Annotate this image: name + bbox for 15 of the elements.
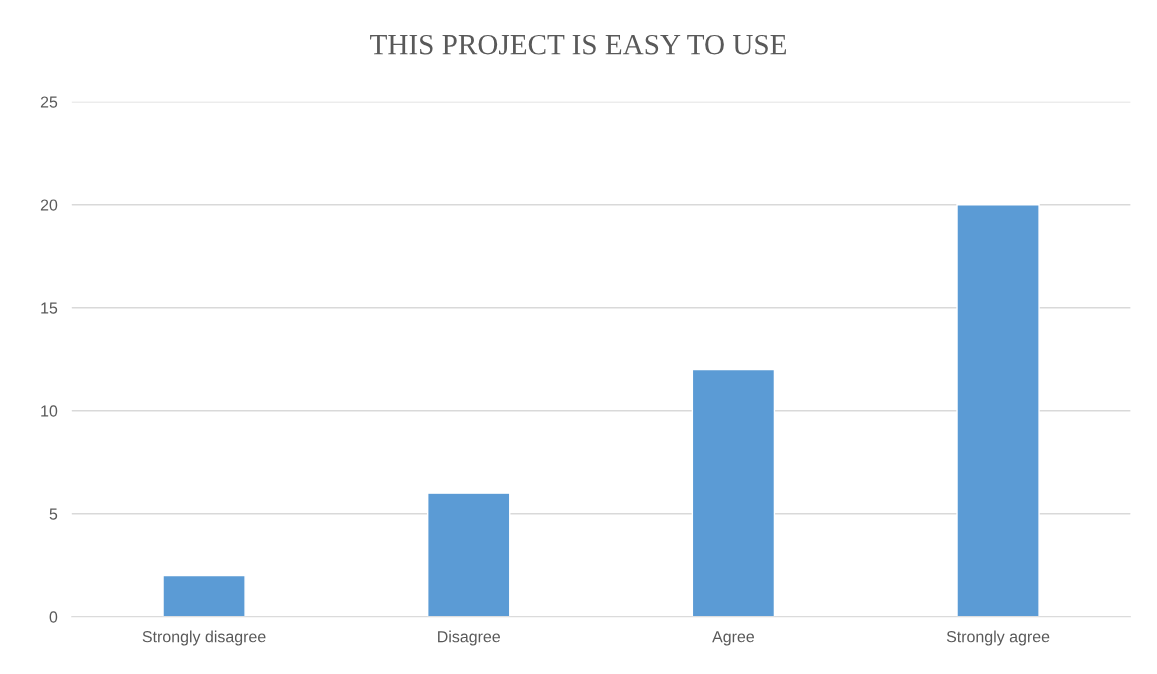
x-tick-label: Agree	[712, 631, 754, 646]
x-tick-label: Disagree	[438, 630, 500, 646]
bar	[162, 574, 246, 617]
y-tick-label: 15	[41, 302, 58, 314]
y-tick-label: 10	[41, 405, 58, 417]
x-tick-label: Strongly agree	[946, 630, 1050, 646]
y-tick-label: 25	[40, 96, 58, 108]
bar	[956, 204, 1040, 617]
y-tick-label: 5	[49, 508, 58, 520]
bar	[691, 368, 776, 617]
y-tick-label: 20	[40, 199, 58, 211]
chart-title: THIS PROJECT IS EASY TO USE	[370, 34, 787, 55]
bar	[427, 492, 511, 617]
y-tick-label: 0	[49, 611, 58, 623]
x-tick-label: Strongly disagree	[142, 630, 266, 646]
